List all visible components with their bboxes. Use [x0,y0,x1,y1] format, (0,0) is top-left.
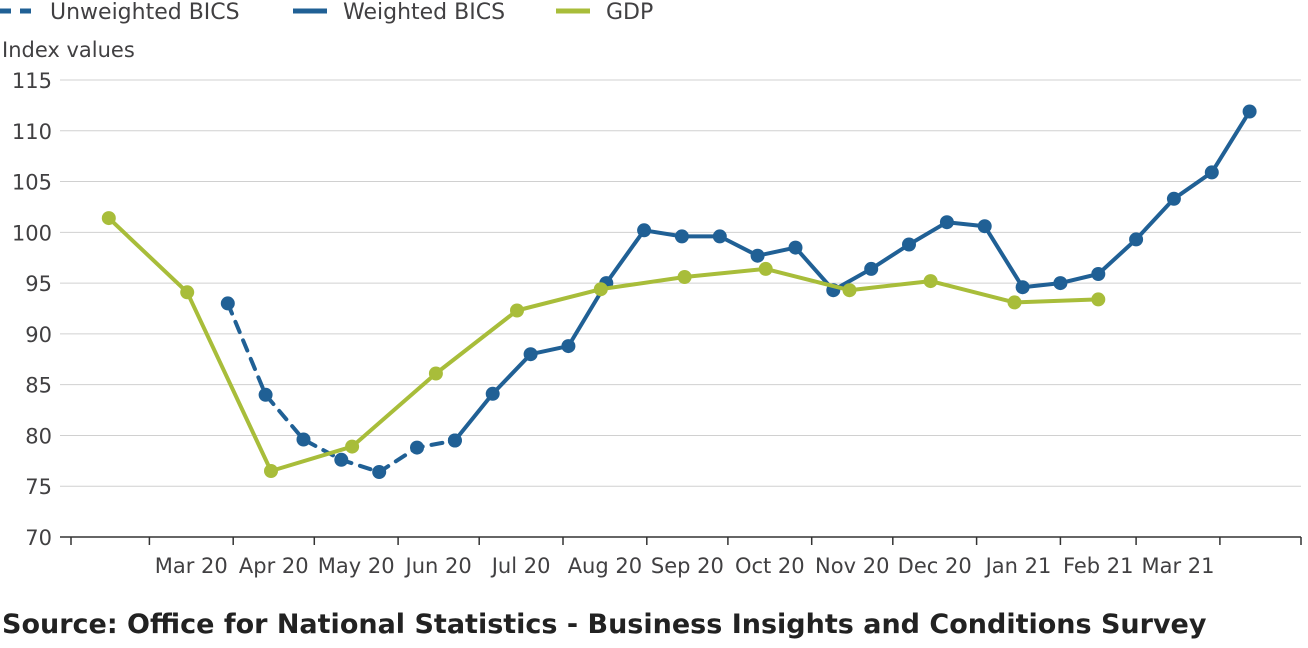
series-gdp [101,211,1106,478]
series-line [106,216,1101,473]
y-tick-label: 115 [12,69,52,93]
data-point [1204,165,1219,180]
data-point [1007,295,1022,310]
y-tick-label: 105 [12,171,52,195]
y-tick-label: 90 [25,323,52,347]
y-axis: 70 75 80 85 90 95 100 105 110 115 [12,69,52,550]
data-point [428,366,443,381]
x-tick-label: Nov 20 [815,554,889,578]
data-point [1242,104,1257,119]
legend-label: GDP [606,0,653,25]
line-chart: Unweighted BICS Weighted BICS GDP Index va… [0,0,1302,578]
data-point [750,248,765,263]
x-tick-label: Mar 20 [155,554,228,578]
legend-item: GDP [556,0,653,25]
series-line [452,109,1252,443]
data-point [637,223,652,238]
legend-item: Weighted BICS [293,0,505,25]
x-tick-label: Jan 21 [984,554,1052,578]
data-point [674,229,689,244]
data-point [523,347,538,362]
x-tick-label: Dec 20 [898,554,972,578]
y-tick-label: 75 [25,475,52,499]
data-point [561,339,576,354]
y-tick-label: 80 [25,424,52,448]
x-tick-label: Feb 21 [1063,554,1134,578]
x-tick-label: Jun 20 [404,554,472,578]
legend: Unweighted BICS Weighted BICS GDP [0,0,653,25]
data-point [1015,280,1030,295]
x-tick-label: Mar 21 [1141,554,1214,578]
series-lines [101,104,1257,479]
data-point [101,211,116,226]
data-point [902,237,916,252]
data-point [258,387,273,402]
legend-label: Weighted BICS [343,0,505,25]
data-point [1091,292,1106,307]
gridlines [60,79,1301,538]
y-tick-label: 70 [25,526,52,550]
data-point [923,274,938,289]
data-point [345,439,360,454]
data-point [1091,267,1106,281]
y-tick-label: 110 [12,120,52,144]
data-point [220,296,235,311]
data-point [593,282,608,297]
x-tick-label: Apr 20 [239,554,309,578]
data-point [296,432,311,447]
series-weighted-bics [447,104,1257,448]
data-point [334,452,349,467]
data-point [677,270,692,284]
data-point [939,215,954,230]
data-point [410,440,424,455]
data-point [864,261,879,276]
legend-item: Unweighted BICS [0,0,240,25]
data-point [264,464,278,478]
data-point [1053,276,1068,291]
data-point [510,303,524,318]
y-axis-label: Index values [2,38,135,62]
data-point [1166,191,1181,206]
data-point [788,240,803,255]
data-point [447,433,462,448]
data-point [758,261,773,276]
data-point [485,386,500,401]
data-point [372,465,387,479]
data-point [180,285,195,300]
x-tick-label: Aug 20 [568,554,642,578]
y-tick-label: 100 [12,221,52,245]
data-point [842,283,857,298]
x-tick-label: Sep 20 [651,554,724,578]
x-tick-label: Jul 20 [490,554,551,578]
source-note: Source: Office for National Statistics -… [2,609,1207,640]
y-tick-label: 95 [25,272,52,296]
data-point [712,229,727,244]
x-axis: Mar 20 Apr 20 May 20 Jun 20 Jul 20 Aug 20 Sep … [70,537,1302,578]
y-tick-label: 85 [25,374,52,398]
x-tick-label: May 20 [318,554,395,578]
x-tick-label: Oct 20 [735,554,805,578]
data-point [977,219,992,234]
legend-label: Unweighted BICS [50,0,240,25]
data-point [1129,232,1144,247]
